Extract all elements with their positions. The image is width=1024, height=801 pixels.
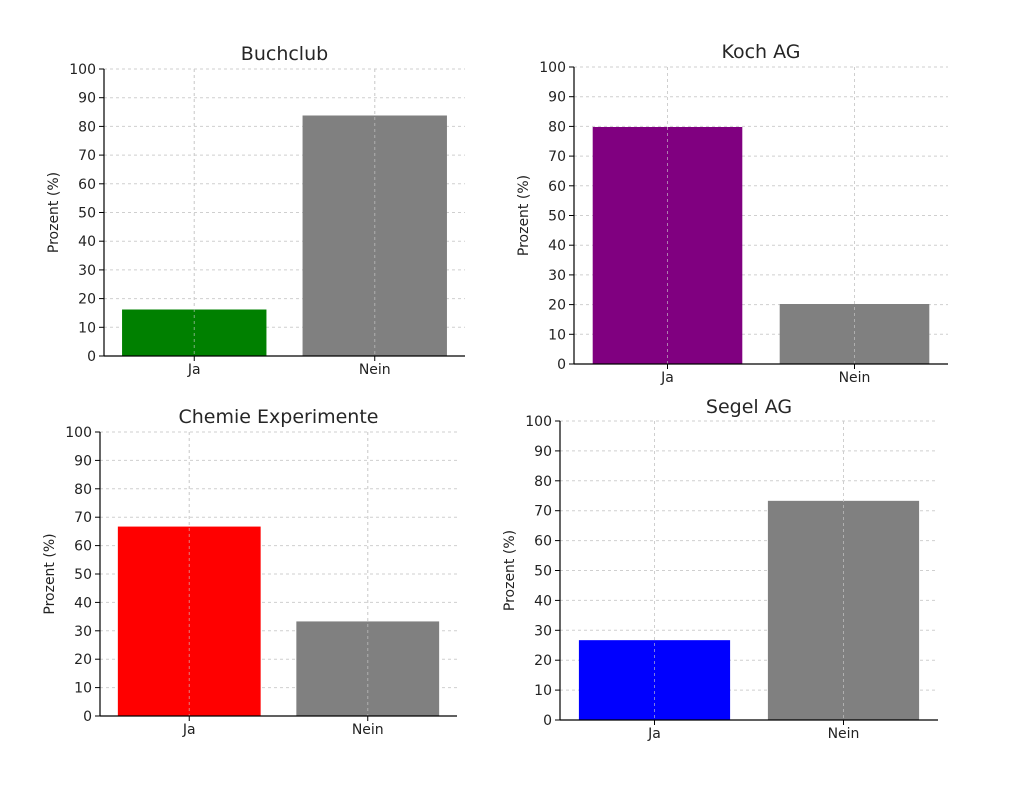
y-tick-label: 10 xyxy=(548,327,566,343)
y-tick-label: 90 xyxy=(548,90,566,106)
y-tick-label: 50 xyxy=(74,567,92,583)
y-tick-label: 20 xyxy=(534,653,552,669)
y-tick-label: 50 xyxy=(534,564,552,580)
x-tick-label-ja: Ja xyxy=(647,726,661,742)
y-tick-label: 20 xyxy=(78,292,96,308)
y-tick-label: 0 xyxy=(543,713,552,729)
y-tick-label: 70 xyxy=(534,504,552,520)
y-tick-label: 80 xyxy=(78,119,96,135)
chart-koch-ag: 0 10 20 30 40 50 60 70 80 90 100 Ja Nein Koch AG Proze… xyxy=(516,41,948,386)
y-tick-label: 80 xyxy=(74,482,92,498)
bar-ja xyxy=(592,126,743,364)
y-tick-label: 40 xyxy=(534,593,552,609)
x-tick-label-nein: Nein xyxy=(839,370,871,386)
y-tick-label: 90 xyxy=(78,91,96,107)
y-tick-label: 90 xyxy=(534,444,552,460)
y-tick-label: 30 xyxy=(78,263,96,279)
y-tick-label: 10 xyxy=(74,681,92,697)
chart-title: Chemie Experimente xyxy=(179,406,379,428)
y-tick-label: 100 xyxy=(69,62,96,78)
y-tick-label: 60 xyxy=(78,177,96,193)
y-tick-label: 70 xyxy=(78,148,96,164)
bar-nein xyxy=(302,115,447,356)
x-tick-label-ja: Ja xyxy=(187,362,201,378)
y-tick-label: 0 xyxy=(557,357,566,373)
x-tick-label-nein: Nein xyxy=(828,726,860,742)
y-tick-label: 90 xyxy=(74,453,92,469)
y-tick-label: 40 xyxy=(78,234,96,250)
x-tick-label-ja: Ja xyxy=(660,370,674,386)
y-tick-label: 40 xyxy=(74,595,92,611)
y-axis-label: Prozent (%) xyxy=(42,533,58,614)
y-tick-label: 0 xyxy=(87,349,96,365)
y-tick-label: 20 xyxy=(74,652,92,668)
y-axis-label: Prozent (%) xyxy=(516,175,532,256)
y-axis-label: Prozent (%) xyxy=(46,172,62,253)
y-tick-label: 70 xyxy=(548,149,566,165)
chart-title: Buchclub xyxy=(241,43,328,65)
chart-segel-ag: 0 10 20 30 40 50 60 70 80 90 100 Ja Nein Segel AG Proz… xyxy=(502,396,938,742)
y-tick-label: 50 xyxy=(78,206,96,222)
y-tick-label: 10 xyxy=(78,320,96,336)
x-tick-label-nein: Nein xyxy=(359,362,391,378)
y-tick-label: 80 xyxy=(534,474,552,490)
chart-buchclub: 0 10 20 30 40 50 60 70 80 90 100 Ja Nein Buchclub Proz… xyxy=(46,43,465,378)
y-tick-label: 70 xyxy=(74,510,92,526)
y-tick-label: 20 xyxy=(548,298,566,314)
y-tick-label: 10 xyxy=(534,683,552,699)
y-tick-label: 60 xyxy=(74,539,92,555)
chart-title: Segel AG xyxy=(706,396,792,418)
y-tick-label: 100 xyxy=(525,414,552,430)
y-tick-label: 100 xyxy=(65,425,92,441)
y-tick-label: 30 xyxy=(74,624,92,640)
y-tick-label: 30 xyxy=(548,268,566,284)
y-tick-label: 60 xyxy=(548,179,566,195)
y-tick-label: 50 xyxy=(548,209,566,225)
y-tick-label: 60 xyxy=(534,534,552,550)
y-tick-label: 100 xyxy=(539,60,566,76)
y-tick-label: 0 xyxy=(83,709,92,725)
y-axis-label: Prozent (%) xyxy=(502,530,518,611)
y-tick-label: 30 xyxy=(534,623,552,639)
y-tick-label: 40 xyxy=(548,238,566,254)
chart-chemie-experimente: 0 10 20 30 40 50 60 70 80 90 100 Ja Nein Chemie Exper… xyxy=(42,406,457,738)
y-tick-label: 80 xyxy=(548,119,566,135)
x-tick-label-nein: Nein xyxy=(352,722,384,738)
chart-title: Koch AG xyxy=(721,41,800,63)
x-tick-label-ja: Ja xyxy=(182,722,196,738)
